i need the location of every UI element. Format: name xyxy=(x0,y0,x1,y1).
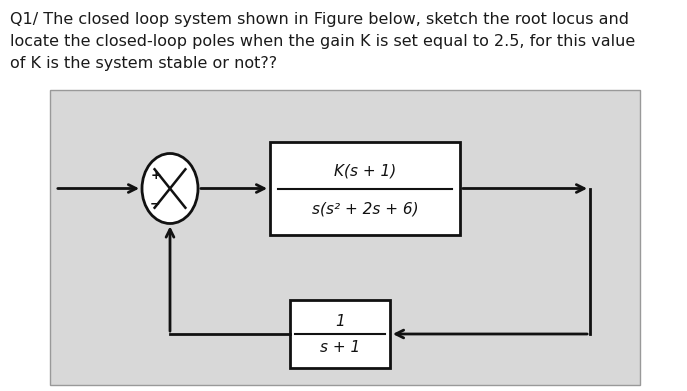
Text: s(s² + 2s + 6): s(s² + 2s + 6) xyxy=(312,201,418,216)
Text: s + 1: s + 1 xyxy=(320,341,360,355)
Bar xyxy=(290,300,390,368)
Text: locate the closed-loop poles when the gain K is set equal to 2.5, for this value: locate the closed-loop poles when the ga… xyxy=(10,34,635,49)
Text: −: − xyxy=(150,198,161,211)
Bar xyxy=(270,142,460,235)
Text: Q1/ The closed loop system shown in Figure below, sketch the root locus and: Q1/ The closed loop system shown in Figu… xyxy=(10,12,629,27)
Ellipse shape xyxy=(142,154,198,224)
Text: 1: 1 xyxy=(335,314,345,330)
Bar xyxy=(50,90,640,385)
Text: +: + xyxy=(150,169,161,182)
Text: K(s + 1): K(s + 1) xyxy=(334,163,396,178)
Text: of K is the system stable or not??: of K is the system stable or not?? xyxy=(10,56,277,71)
